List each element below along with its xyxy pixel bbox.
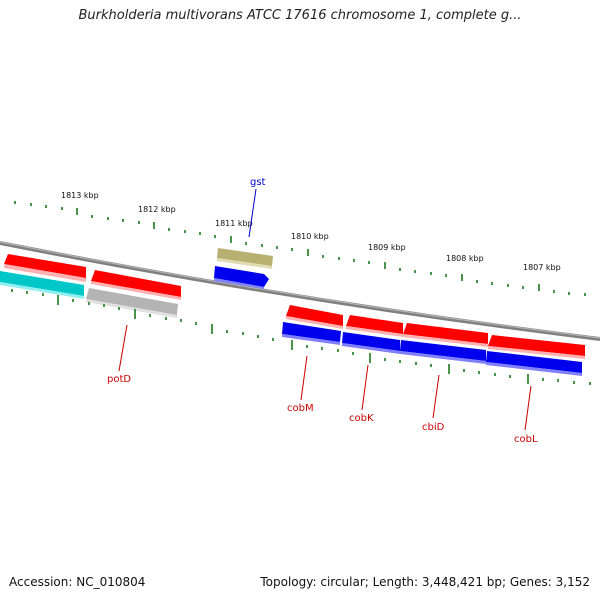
gene-potD-pseudo[interactable]: [86, 288, 178, 318]
scale-label: 1810 kbp: [291, 232, 329, 241]
page-title: Burkholderia multivorans ATCC 17616 chro…: [78, 8, 522, 23]
cds-gst[interactable]: [214, 266, 269, 289]
gene-forward-3[interactable]: [286, 305, 343, 329]
gene-label-cobL[interactable]: cobL: [514, 434, 538, 445]
gene-label-potD[interactable]: potD: [107, 374, 131, 385]
gene-reverse-cyan[interactable]: [0, 271, 84, 299]
cds-cbiD[interactable]: [400, 340, 486, 364]
gene-label-cobM[interactable]: cobM: [287, 403, 314, 414]
gene-forward-2[interactable]: [91, 270, 181, 300]
topology-text: Topology: circular; Length: 3,448,421 bp…: [260, 575, 590, 589]
cds-cobM[interactable]: [282, 322, 341, 345]
gene-label-cbiD[interactable]: cbiD: [422, 422, 445, 433]
lower-tick-track: [11, 289, 591, 385]
cds-cobK[interactable]: [342, 332, 400, 354]
scale-label: 1813 kbp: [61, 191, 99, 200]
scale-label: 1812 kbp: [138, 205, 176, 214]
accession-text: Accession: NC_010804: [9, 575, 146, 589]
upper-tick-track: [14, 201, 586, 296]
scale-label: 1809 kbp: [368, 243, 406, 252]
scale-label: 1808 kbp: [446, 254, 484, 263]
gene-forward-4[interactable]: [346, 315, 403, 337]
scale-label: 1811 kbp: [215, 219, 253, 228]
gene-label-cobK[interactable]: cobK: [349, 413, 374, 424]
gene-gst[interactable]: [217, 248, 273, 269]
gene-forward-6[interactable]: [488, 335, 585, 359]
scale-labels: 1813 kbp 1812 kbp 1811 kbp 1810 kbp 1809…: [61, 191, 561, 272]
cds-cobL[interactable]: [486, 351, 582, 376]
gene-forward-1[interactable]: [4, 254, 86, 282]
chromosome-backbone: [0, 241, 600, 341]
scale-label: 1807 kbp: [523, 263, 561, 272]
gene-label-gst[interactable]: gst: [250, 177, 266, 188]
gene-label-group: gst potD cobM cobK cbiD cobL: [107, 177, 538, 445]
gene-forward-5[interactable]: [403, 323, 488, 347]
